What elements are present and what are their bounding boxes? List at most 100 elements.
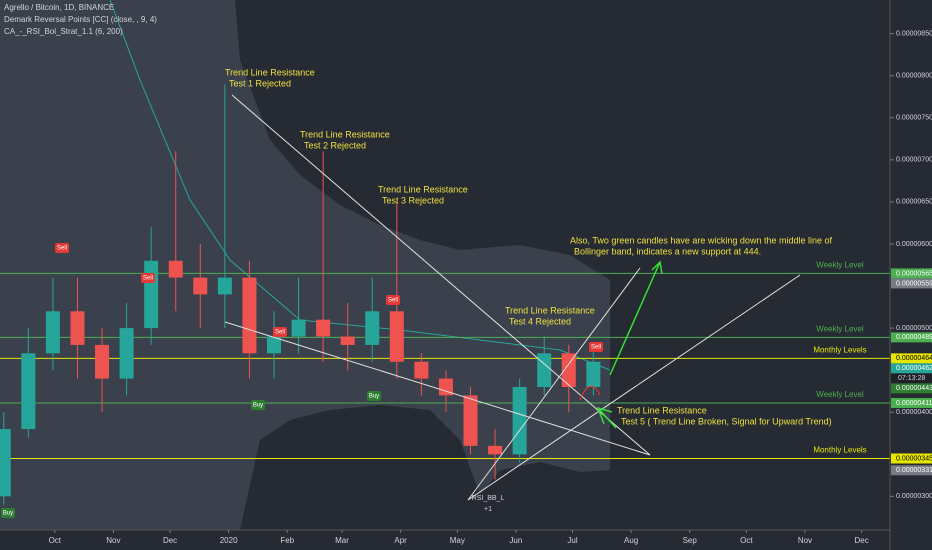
annotation: Trend Line Resistance bbox=[378, 184, 468, 194]
x-tick-label: Nov bbox=[106, 536, 120, 545]
annotation: Trend Line Resistance bbox=[617, 405, 707, 415]
y-tick-label: 0.00000300 bbox=[896, 493, 932, 500]
candle-body bbox=[365, 311, 380, 345]
level-label: Weekly Level bbox=[816, 324, 864, 333]
signal-box bbox=[251, 400, 265, 410]
price-label-box bbox=[891, 353, 932, 364]
candle-body bbox=[95, 344, 110, 379]
x-tick-label: Sep bbox=[683, 536, 698, 545]
x-tick-label: Apr bbox=[394, 536, 407, 545]
annotation: Test 1 Rejected bbox=[229, 78, 291, 88]
price-label: 0.00000331 bbox=[896, 467, 932, 474]
candle-body bbox=[291, 319, 306, 337]
price-label-box bbox=[891, 453, 932, 464]
x-tick-label: Dec bbox=[855, 536, 869, 545]
indicator: Demark Reversal Points [CC] (close, , 9,… bbox=[4, 15, 157, 24]
annotation: Test 4 Rejected bbox=[509, 316, 571, 326]
candle-body bbox=[21, 353, 36, 430]
annotation: Test 2 Rejected bbox=[304, 140, 366, 150]
price-label-box bbox=[891, 383, 932, 394]
x-tick-label: Aug bbox=[624, 536, 638, 545]
bollinger-band bbox=[0, 0, 610, 530]
candle-body bbox=[537, 353, 552, 387]
candle-body bbox=[0, 429, 11, 497]
signal-label: Buy bbox=[253, 403, 263, 409]
x-tick-label: Feb bbox=[280, 536, 294, 545]
candle-body bbox=[488, 445, 503, 455]
price-label: 0.00000462 bbox=[896, 365, 932, 372]
annotation: Test 3 Rejected bbox=[382, 195, 444, 205]
annotation: Bollinger band, indicates a new support … bbox=[574, 246, 761, 256]
candle-body bbox=[316, 319, 331, 337]
signal-box bbox=[55, 243, 69, 253]
price-label: 0.00000464 bbox=[896, 355, 932, 362]
price-label: 0.00000345 bbox=[896, 455, 932, 462]
signal-box bbox=[367, 391, 381, 401]
x-tick-label: Mar bbox=[335, 536, 349, 545]
x-tick-label: Nov bbox=[798, 536, 812, 545]
signal-label: Buy bbox=[369, 394, 379, 400]
signal-box bbox=[386, 295, 400, 305]
price-label: 0.00000559 bbox=[896, 280, 932, 287]
signal-label: Sell bbox=[591, 345, 601, 351]
price-label: 0.00000565 bbox=[896, 270, 932, 277]
annotation: Trend Line Resistance bbox=[225, 67, 315, 77]
signal-label: Buy bbox=[3, 511, 13, 517]
annotation: +1 bbox=[484, 506, 492, 513]
candle-body bbox=[438, 378, 453, 396]
candle-body bbox=[463, 395, 478, 446]
annotation: Trend Line Resistance bbox=[505, 305, 595, 315]
candle-body bbox=[193, 277, 208, 295]
candle-body bbox=[414, 361, 429, 379]
indicator: CA_-_RSI_Bol_Strat_1.1 (6, 200) bbox=[4, 27, 123, 36]
y-tick-label: 0.00000600 bbox=[896, 241, 932, 248]
level-label: Monthly Levels bbox=[813, 446, 866, 455]
annotation: RSI_BB_L bbox=[472, 495, 505, 502]
symbol: Agrello / Bitcoin, 1D, BINANCE bbox=[4, 3, 114, 12]
candle-body bbox=[561, 353, 576, 387]
signal-label: Sell bbox=[57, 246, 67, 252]
candle-body bbox=[168, 260, 183, 278]
signal-label: Sell bbox=[275, 330, 285, 336]
price-label: 0.00000443 bbox=[896, 385, 932, 392]
signal-label: Sell bbox=[143, 276, 153, 282]
level-label: Monthly Levels bbox=[813, 345, 866, 354]
candle-body bbox=[242, 277, 257, 354]
level-label: Weekly Level bbox=[816, 261, 864, 270]
y-tick-label: 0.00000700 bbox=[896, 157, 932, 164]
x-tick-label: Oct bbox=[49, 536, 62, 545]
y-tick-label: 0.00000800 bbox=[896, 73, 932, 80]
annotation: Test 5 ( Trend Line Broken, Signal for U… bbox=[621, 416, 832, 426]
candle-body bbox=[340, 336, 355, 345]
price-label-box bbox=[891, 363, 932, 374]
y-tick-label: 0.00000650 bbox=[896, 199, 932, 206]
candle-body bbox=[70, 311, 85, 345]
x-tick-label: Dec bbox=[163, 536, 177, 545]
trend-lines bbox=[224, 94, 801, 501]
annotation: Also, Two green candles have are wicking… bbox=[570, 235, 832, 245]
candle-body bbox=[266, 336, 281, 354]
annotation: Trend Line Resistance bbox=[300, 129, 390, 139]
price-label-box bbox=[891, 268, 932, 279]
candle-body bbox=[119, 328, 134, 379]
price-label-box bbox=[891, 278, 932, 289]
y-tick-label: 0.00000500 bbox=[896, 325, 932, 332]
y-tick-label: 0.00000750 bbox=[896, 115, 932, 122]
y-tick-label: 0.00000400 bbox=[896, 409, 932, 416]
signal-box bbox=[273, 327, 287, 337]
x-tick-label: Jul bbox=[567, 536, 577, 545]
candle-body bbox=[389, 311, 404, 362]
x-tick-label: Jun bbox=[509, 536, 522, 545]
y-tick-label: 0.00000850 bbox=[896, 30, 932, 37]
x-tick-label: 2020 bbox=[220, 536, 238, 545]
price-label: 0.00000411 bbox=[896, 400, 932, 407]
curve-mark bbox=[579, 385, 601, 401]
candle-body bbox=[586, 361, 601, 387]
price-label: 0.00000489 bbox=[896, 334, 932, 341]
signal-box bbox=[1, 508, 15, 518]
arrows bbox=[596, 260, 663, 429]
price-label-box bbox=[891, 397, 932, 408]
candle-body bbox=[512, 386, 527, 455]
level-label: Weekly Level bbox=[816, 390, 864, 399]
